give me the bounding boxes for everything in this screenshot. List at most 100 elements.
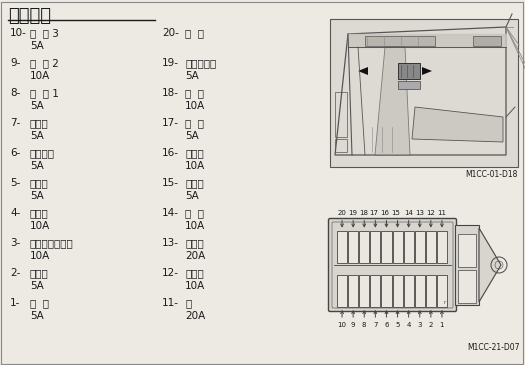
Text: 空调机: 空调机 — [30, 118, 49, 128]
Bar — [348, 274, 358, 307]
Text: 10A: 10A — [185, 161, 205, 171]
Text: 加热器: 加热器 — [185, 238, 204, 248]
Text: 5A: 5A — [30, 191, 44, 201]
Bar — [398, 81, 420, 89]
Text: 3-: 3- — [10, 238, 20, 248]
Text: 5A: 5A — [185, 191, 199, 201]
Text: 5A: 5A — [30, 311, 44, 321]
Text: 8: 8 — [362, 322, 366, 328]
Bar — [381, 231, 392, 263]
Text: 20: 20 — [338, 210, 346, 216]
Text: r: r — [443, 300, 445, 305]
Text: 14: 14 — [404, 210, 413, 216]
Text: 5A: 5A — [30, 101, 44, 111]
Text: 10A: 10A — [30, 71, 50, 81]
Text: 18: 18 — [359, 210, 368, 216]
Text: 12-: 12- — [162, 268, 179, 278]
Bar — [426, 231, 436, 263]
Bar — [393, 274, 403, 307]
Text: 14-: 14- — [162, 208, 179, 218]
Text: 15-: 15- — [162, 178, 179, 188]
Text: 20-: 20- — [162, 28, 179, 38]
Bar — [335, 92, 347, 137]
Text: 辉光继电器: 辉光继电器 — [185, 58, 216, 68]
Polygon shape — [375, 47, 410, 155]
Text: 16: 16 — [380, 210, 389, 216]
Bar — [337, 274, 347, 307]
Text: 10-: 10- — [10, 28, 27, 38]
Text: 选  购 3: 选 购 3 — [30, 28, 59, 38]
Bar — [337, 231, 347, 263]
Text: 4-: 4- — [10, 208, 20, 218]
Text: 5-: 5- — [10, 178, 20, 188]
Text: 2: 2 — [428, 322, 433, 328]
Text: 17-: 17- — [162, 118, 179, 128]
Text: 19: 19 — [348, 210, 357, 216]
Bar — [381, 274, 392, 307]
Bar — [359, 231, 369, 263]
Text: M1CC-21-D07: M1CC-21-D07 — [467, 343, 520, 352]
Bar — [455, 225, 479, 305]
Text: 6-: 6- — [10, 148, 20, 158]
Bar — [370, 231, 381, 263]
Text: 9-: 9- — [10, 58, 20, 68]
Text: 后  备: 后 备 — [30, 298, 49, 308]
Text: 开关盒: 开关盒 — [30, 178, 49, 188]
Text: 灯: 灯 — [185, 298, 191, 308]
Text: 10A: 10A — [185, 101, 205, 111]
Bar — [393, 231, 403, 263]
Bar — [348, 231, 358, 263]
Text: 16-: 16- — [162, 148, 179, 158]
Bar — [335, 139, 347, 152]
Text: 选  购 2: 选 购 2 — [30, 58, 59, 68]
Text: 13: 13 — [415, 210, 424, 216]
Text: 5: 5 — [395, 322, 400, 328]
Text: 10A: 10A — [185, 281, 205, 291]
Polygon shape — [479, 228, 501, 302]
FancyBboxPatch shape — [329, 219, 457, 311]
Text: 20A: 20A — [185, 311, 205, 321]
Text: 18-: 18- — [162, 88, 179, 98]
Text: 10: 10 — [338, 322, 346, 328]
Polygon shape — [358, 67, 368, 75]
Text: 5A: 5A — [30, 131, 44, 141]
Polygon shape — [422, 67, 432, 75]
Bar — [330, 19, 518, 167]
Text: 3: 3 — [417, 322, 422, 328]
Text: 电磁阀: 电磁阀 — [30, 208, 49, 218]
Text: 5A: 5A — [30, 281, 44, 291]
Text: M1CC-01-D18: M1CC-01-D18 — [466, 170, 518, 179]
Text: 8-: 8- — [10, 88, 20, 98]
Text: 7: 7 — [373, 322, 377, 328]
Text: 5A: 5A — [185, 71, 199, 81]
Text: 1: 1 — [440, 322, 444, 328]
Bar — [437, 274, 447, 307]
Text: 12: 12 — [426, 210, 435, 216]
Text: 13-: 13- — [162, 238, 179, 248]
Bar — [458, 270, 476, 303]
Bar — [398, 63, 420, 79]
Bar — [365, 36, 435, 46]
Text: 4: 4 — [406, 322, 411, 328]
Bar — [404, 231, 414, 263]
Text: 电源接通: 电源接通 — [30, 148, 55, 158]
Text: 5A: 5A — [30, 41, 44, 51]
Bar — [415, 274, 425, 307]
Text: 10A: 10A — [185, 221, 205, 231]
Bar — [404, 274, 414, 307]
Text: 室  灯: 室 灯 — [185, 118, 204, 128]
Text: 收音机: 收音机 — [185, 178, 204, 188]
Text: 20A: 20A — [185, 251, 205, 261]
Text: 17: 17 — [370, 210, 379, 216]
Text: 控制器: 控制器 — [30, 268, 49, 278]
Text: 2-: 2- — [10, 268, 20, 278]
Text: 保险丝盒: 保险丝盒 — [8, 7, 51, 25]
Text: 10A: 10A — [30, 221, 50, 231]
Text: 补  助: 补 助 — [185, 88, 204, 98]
Bar — [415, 231, 425, 263]
Text: 备  用: 备 用 — [185, 28, 204, 38]
Text: 选  购 1: 选 购 1 — [30, 88, 59, 98]
Bar — [473, 36, 501, 46]
Bar — [437, 231, 447, 263]
Text: 喇  叭: 喇 叭 — [185, 208, 204, 218]
